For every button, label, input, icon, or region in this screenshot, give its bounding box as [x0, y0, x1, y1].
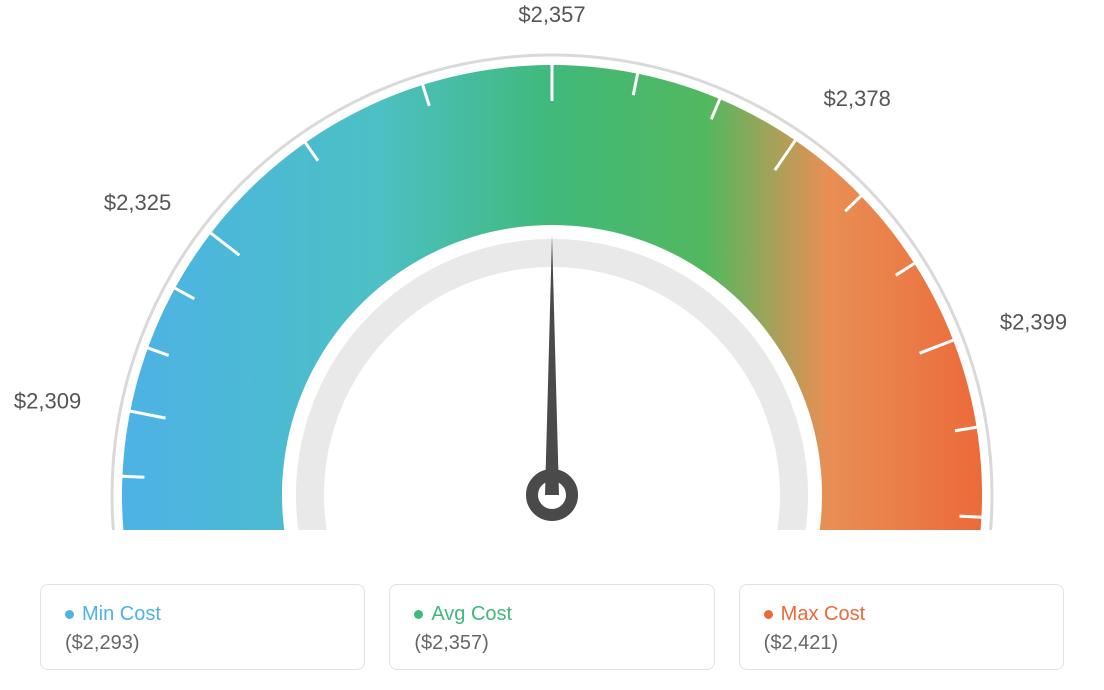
- gauge-chart: $2,293$2,309$2,325$2,357$2,378$2,399$2,4…: [0, 0, 1104, 530]
- min-dot-icon: [65, 610, 74, 619]
- svg-text:$2,378: $2,378: [824, 86, 891, 111]
- max-cost-card: Max Cost ($2,421): [739, 584, 1064, 670]
- summary-cards: Min Cost ($2,293) Avg Cost ($2,357) Max …: [40, 584, 1064, 670]
- min-cost-value: ($2,293): [65, 632, 340, 655]
- svg-text:$2,399: $2,399: [1000, 309, 1067, 334]
- svg-text:$2,357: $2,357: [518, 2, 585, 27]
- svg-text:$2,325: $2,325: [104, 190, 171, 215]
- avg-cost-label: Avg Cost: [431, 603, 512, 626]
- min-cost-label: Min Cost: [82, 603, 161, 626]
- max-cost-value: ($2,421): [764, 632, 1039, 655]
- svg-text:$2,309: $2,309: [14, 388, 81, 413]
- max-cost-label: Max Cost: [781, 603, 865, 626]
- avg-dot-icon: [414, 610, 423, 619]
- avg-cost-card: Avg Cost ($2,357): [389, 584, 714, 670]
- min-cost-card: Min Cost ($2,293): [40, 584, 365, 670]
- max-dot-icon: [764, 610, 773, 619]
- gauge-svg: $2,293$2,309$2,325$2,357$2,378$2,399$2,4…: [0, 0, 1104, 530]
- avg-cost-value: ($2,357): [414, 632, 689, 655]
